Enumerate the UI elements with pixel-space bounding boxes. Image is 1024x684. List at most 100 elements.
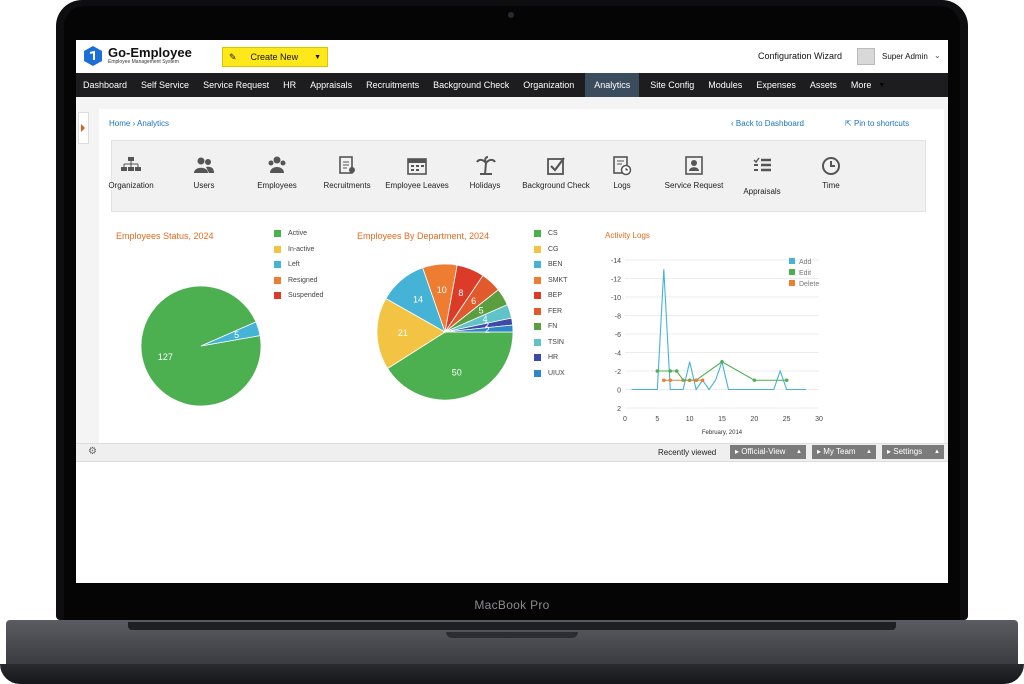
legend-item[interactable]: SMKT <box>534 273 567 289</box>
series-line-add[interactable] <box>631 269 807 391</box>
nav-item-self-service[interactable]: Self Service <box>141 80 190 90</box>
module-service-request[interactable]: Service Request <box>654 155 734 191</box>
module-time[interactable]: Time <box>791 155 871 191</box>
data-point[interactable] <box>720 359 724 364</box>
official-view-button[interactable]: ▸ Official-View ▲ <box>730 445 806 459</box>
module-label: Holidays <box>469 181 501 190</box>
nav-item-service-request[interactable]: Service Request <box>203 80 270 90</box>
x-tick-label: 15 <box>718 416 726 423</box>
settings-button[interactable]: ▸ Settings ▲ <box>882 445 944 459</box>
pie-slice-uiux[interactable] <box>444 324 514 333</box>
legend-item[interactable]: FN <box>534 319 567 335</box>
data-point[interactable] <box>700 378 705 383</box>
nav-item-appraisals[interactable]: Appraisals <box>310 80 353 90</box>
y-tick-label: -8 <box>615 314 621 321</box>
document-icon <box>339 156 355 174</box>
legend-item[interactable]: CG <box>534 242 567 258</box>
legend-item[interactable]: Resigned <box>274 273 323 289</box>
breadcrumb-home[interactable]: Home <box>109 119 131 128</box>
legend-label: UIUX <box>548 369 565 377</box>
pie-slice-left[interactable] <box>200 321 261 347</box>
nav-item-dashboard[interactable]: Dashboard <box>83 80 128 90</box>
module-holidays[interactable]: Holidays <box>445 155 525 191</box>
nav-item-assets[interactable]: Assets <box>809 80 837 90</box>
legend-label: In-active <box>288 245 315 253</box>
create-new-button[interactable]: ✎ Create New ▼ <box>222 47 328 67</box>
user-name[interactable]: Super Admin <box>882 52 928 61</box>
sidebar-toggle[interactable] <box>78 112 89 144</box>
data-label: 21 <box>398 328 408 338</box>
module-label: Service Request <box>664 181 724 190</box>
legend-swatch <box>789 280 795 286</box>
legend-item[interactable]: In-active <box>274 242 323 258</box>
palm-tree-icon <box>476 156 496 175</box>
nav-item-background-check[interactable]: Background Check <box>433 80 510 90</box>
legend-item[interactable]: HR <box>534 350 567 366</box>
legend-swatch <box>534 261 541 269</box>
nav-item-expenses[interactable]: Expenses <box>756 80 796 90</box>
pin-to-shortcuts-link[interactable]: ⇱ Pin to shortcuts <box>845 119 909 128</box>
legend-item[interactable]: BEP <box>534 288 567 304</box>
module-organization[interactable]: Organization <box>91 155 171 191</box>
legend-item[interactable]: Active <box>274 226 323 242</box>
back-arrow-icon: ‹ <box>731 119 734 128</box>
chart-title: Activity Logs <box>605 231 650 240</box>
x-axis-label: February, 2014 <box>702 430 743 436</box>
nav-item-recruitments[interactable]: Recruitments <box>366 80 420 90</box>
module-users[interactable]: Users <box>164 155 244 191</box>
nav-item-more[interactable]: More <box>850 80 872 90</box>
legend-label: SMKT <box>548 276 568 284</box>
caret-down-icon: ▼ <box>878 81 886 89</box>
y-tick-label: -4 <box>615 351 621 358</box>
pin-icon: ⇱ <box>845 119 852 128</box>
legend-swatch <box>274 245 281 253</box>
module-background-check[interactable]: Background Check <box>516 155 596 191</box>
pie-slice-cg[interactable] <box>376 297 446 370</box>
legend-item[interactable]: TSIN <box>534 335 567 351</box>
data-point[interactable] <box>674 369 679 373</box>
nav-item-hr[interactable]: HR <box>283 80 297 90</box>
pin-to-shortcuts-label: Pin to shortcuts <box>853 119 910 128</box>
data-point[interactable] <box>668 378 673 383</box>
legend-item[interactable]: BEN <box>534 257 567 273</box>
module-employee-leaves[interactable]: Employee Leaves <box>377 155 457 191</box>
module-appraisals[interactable]: Appraisals <box>722 155 802 197</box>
legend-swatch <box>274 230 281 238</box>
nav-item-modules[interactable]: Modules <box>708 80 743 90</box>
chevron-down-icon[interactable]: ⌄ <box>934 51 941 60</box>
configuration-wizard-link[interactable]: Configuration Wizard <box>758 51 843 61</box>
legend-swatch <box>789 258 795 264</box>
y-tick-label: -6 <box>615 332 621 339</box>
nav-item-organization[interactable]: Organization <box>523 80 575 90</box>
legend-label: CS <box>548 230 558 238</box>
breadcrumb: Home › Analytics <box>109 119 169 128</box>
gear-icon[interactable]: ⚙ <box>88 446 97 457</box>
back-to-dashboard-link[interactable]: ‹ Back to Dashboard <box>731 119 804 128</box>
status-pie-chart[interactable]: 127 5 <box>131 276 271 416</box>
legend-item[interactable]: UIUX <box>534 366 567 382</box>
legend-item[interactable]: Left <box>274 257 323 273</box>
data-point[interactable] <box>662 378 666 383</box>
module-employees[interactable]: Employees <box>237 155 317 191</box>
nav-item-site-config[interactable]: Site Config <box>650 80 695 90</box>
module-recruitments[interactable]: Recruitments <box>307 155 387 191</box>
module-icon-bar: Organization Users Employees Recruitments Em… <box>108 140 926 212</box>
my-team-button[interactable]: ▸ My Team ▲ <box>812 445 876 459</box>
legend-item[interactable]: FER <box>534 304 567 320</box>
data-point[interactable] <box>668 369 673 373</box>
data-point[interactable] <box>694 378 698 383</box>
module-label: Employee Leaves <box>385 181 449 190</box>
data-point[interactable] <box>752 378 757 383</box>
module-label: Appraisals <box>743 187 781 196</box>
data-point[interactable] <box>784 378 789 383</box>
avatar[interactable] <box>857 48 875 65</box>
legend-swatch <box>534 276 541 284</box>
nav-item-analytics[interactable]: Analytics <box>585 73 640 97</box>
data-point[interactable] <box>655 369 660 373</box>
legend-item[interactable]: CS <box>534 226 567 242</box>
legend-item[interactable]: Suspended <box>274 288 323 304</box>
module-logs[interactable]: Logs <box>582 155 662 191</box>
legend-swatch <box>534 323 541 331</box>
